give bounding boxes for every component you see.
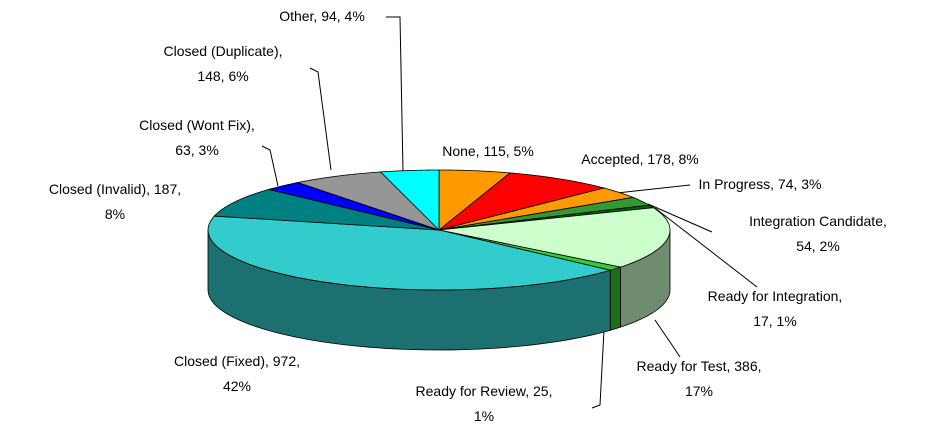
- pie-tops: [207, 169, 671, 291]
- leader-line: [309, 67, 332, 171]
- pie-sides: [207, 229, 671, 351]
- data-label-line: Ready for Review, 25,: [416, 383, 553, 399]
- slice: [438, 187, 635, 231]
- data-label: Accepted, 178, 8%: [581, 151, 699, 167]
- data-label-line: 1%: [474, 408, 494, 424]
- slice: [438, 229, 622, 271]
- leader-line: [386, 16, 404, 173]
- data-label: In Progress, 74, 3%: [699, 176, 822, 192]
- data-label-line: Closed (Wont Fix),: [139, 117, 255, 133]
- data-label-line: 54, 2%: [796, 238, 840, 254]
- data-label: Closed (Wont Fix), 63, 3%: [139, 117, 255, 158]
- data-label: Closed (Fixed), 972, 42%: [174, 353, 300, 394]
- slice: [438, 197, 651, 231]
- data-label-line: None, 115, 5%: [442, 143, 534, 159]
- leader-line: [616, 184, 691, 194]
- leader-lines: [261, 16, 758, 409]
- slice: [267, 182, 440, 231]
- data-label-line: Ready for Integration,: [708, 288, 843, 304]
- data-label-line: 63, 3%: [175, 142, 219, 158]
- slice: [438, 204, 655, 231]
- slice: [438, 207, 671, 268]
- data-label: Closed (Invalid), 187, 8%: [49, 181, 181, 222]
- slice-side: [609, 266, 621, 331]
- data-label-line: 17, 1%: [753, 313, 797, 329]
- data-label-line: Closed (Invalid), 187,: [49, 181, 181, 197]
- slice: [438, 169, 512, 231]
- data-label-line: Accepted, 178, 8%: [581, 151, 699, 167]
- slice: [379, 169, 440, 231]
- data-label: Ready for Integration, 17, 1%: [708, 288, 843, 329]
- data-label: Closed (Duplicate), 148, 6%: [163, 43, 282, 84]
- leader-line: [261, 145, 279, 187]
- data-label-line: 17%: [685, 383, 713, 399]
- data-label-line: Closed (Fixed), 972,: [174, 353, 300, 369]
- data-label-line: 8%: [105, 206, 125, 222]
- data-label: None, 115, 5%: [442, 143, 534, 159]
- leader-line: [654, 319, 681, 358]
- leader-line: [647, 203, 713, 233]
- slice: [213, 189, 440, 231]
- data-label-line: 148, 6%: [197, 68, 248, 84]
- data-label-line: Other, 94, 4%: [279, 8, 365, 24]
- data-label-line: Integration Candidate,: [749, 213, 887, 229]
- data-label: Integration Candidate, 54, 2%: [749, 213, 887, 254]
- leader-line: [591, 329, 605, 409]
- data-label: Ready for Review, 25, 1%: [416, 383, 553, 424]
- data-label-line: In Progress, 74, 3%: [699, 176, 822, 192]
- data-label-line: 42%: [223, 378, 251, 394]
- slice: [438, 172, 606, 231]
- data-label: Ready for Test, 386, 17%: [636, 358, 761, 399]
- data-label-line: Closed (Duplicate),: [163, 43, 282, 59]
- slice: [207, 215, 611, 291]
- slice: [296, 171, 440, 231]
- data-label-line: Ready for Test, 386,: [636, 358, 761, 374]
- leader-line: [654, 207, 758, 288]
- data-label: Other, 94, 4%: [279, 8, 365, 24]
